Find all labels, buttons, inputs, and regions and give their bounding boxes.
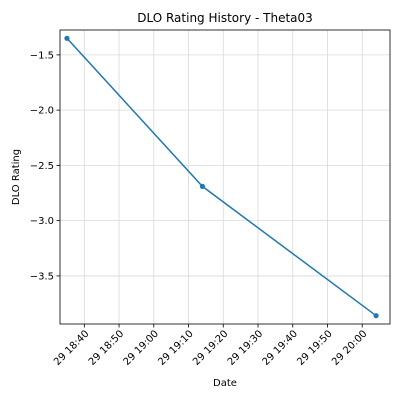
data-point <box>199 183 206 189</box>
y-tick-label: −3.0 <box>30 216 54 227</box>
y-axis-label: DLO Rating <box>11 149 22 205</box>
x-axis-label: Date <box>213 378 237 389</box>
y-tick-label: −1.5 <box>30 50 54 61</box>
plot-frame <box>59 29 391 325</box>
y-tick-label: −2.5 <box>30 161 54 172</box>
data-point <box>373 313 379 319</box>
y-tick-label: −2.0 <box>30 106 54 117</box>
y-axis: −1.5 −2.0 −2.5 −3.0 −3.5 <box>30 50 60 282</box>
chart-title: DLO Rating History - Theta03 <box>137 11 313 25</box>
grid-lines <box>60 30 390 324</box>
data-point <box>64 35 70 41</box>
series-layer <box>64 35 379 319</box>
y-tick-label: −3.5 <box>30 271 54 282</box>
